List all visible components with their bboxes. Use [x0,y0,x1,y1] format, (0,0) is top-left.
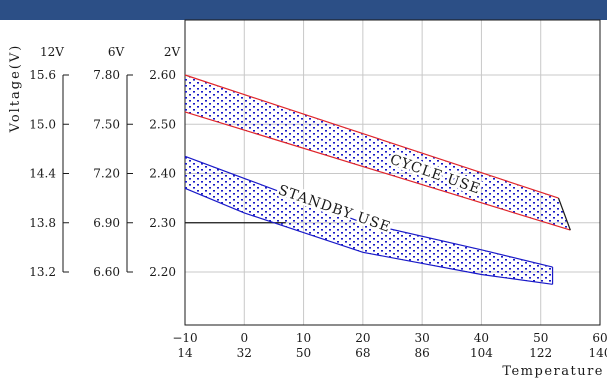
band-fill [185,156,553,285]
x-tick-label-c: 20 [355,331,370,345]
y-tick-label: 13.2 [29,265,56,279]
y-tick-label: 6.60 [93,265,120,279]
x-tick-label-c: 10 [296,331,311,345]
y-tick-label: 14.4 [29,167,56,181]
x-axis-label: Temperature [502,364,604,379]
y-tick-label: 2.50 [149,117,176,131]
x-tick-label-f: 86 [415,346,430,360]
band-lower-line [184,187,553,285]
x-tick-label-f: 104 [470,346,493,360]
x-tick-label-f: 122 [529,346,552,360]
y-tick-label: 2.40 [149,167,176,181]
band-cycle-use [184,74,571,231]
band-upper-line [184,155,553,268]
x-tick-label-c: −10 [172,331,197,345]
band-fill [185,75,571,231]
header-bar [0,0,607,20]
band-standby-use [184,155,554,285]
y-tick-label: 2.30 [149,216,176,230]
scale-header-6V: 6V [108,45,125,59]
y-tick-label: 2.60 [149,68,176,82]
band-end-cap [557,197,571,231]
x-tick-label-f: 50 [296,346,311,360]
y-tick-label: 7.80 [93,68,120,82]
x-tick-label-c: 60 [592,331,607,345]
x-tick-label-c: 50 [533,331,548,345]
band-upper-line [184,74,559,199]
y-tick-label: 15.0 [29,117,56,131]
y-tick-label: 7.50 [93,117,120,131]
x-tick-label-f: 140 [589,346,607,360]
x-tick-label-c: 40 [474,331,489,345]
series [184,74,571,285]
y-axis-label: Voltage(V) [8,44,23,134]
y-tick-label: 6.90 [93,216,120,230]
y-tick-label: 2.20 [149,265,176,279]
y-tick-label: 13.8 [29,216,56,230]
x-tick-label-c: 30 [415,331,430,345]
y-tick-label: 15.6 [29,68,56,82]
x-tick-label-f: 14 [177,346,193,360]
y-tick-label: 7.20 [93,167,120,181]
scale-header-2V: 2V [164,45,181,59]
band-lower-line [184,111,571,231]
x-tick-label-c: 0 [240,331,248,345]
x-tick-label-f: 32 [237,346,252,360]
x-tick-label-f: 68 [355,346,370,360]
scale-header-12V: 12V [40,45,64,59]
